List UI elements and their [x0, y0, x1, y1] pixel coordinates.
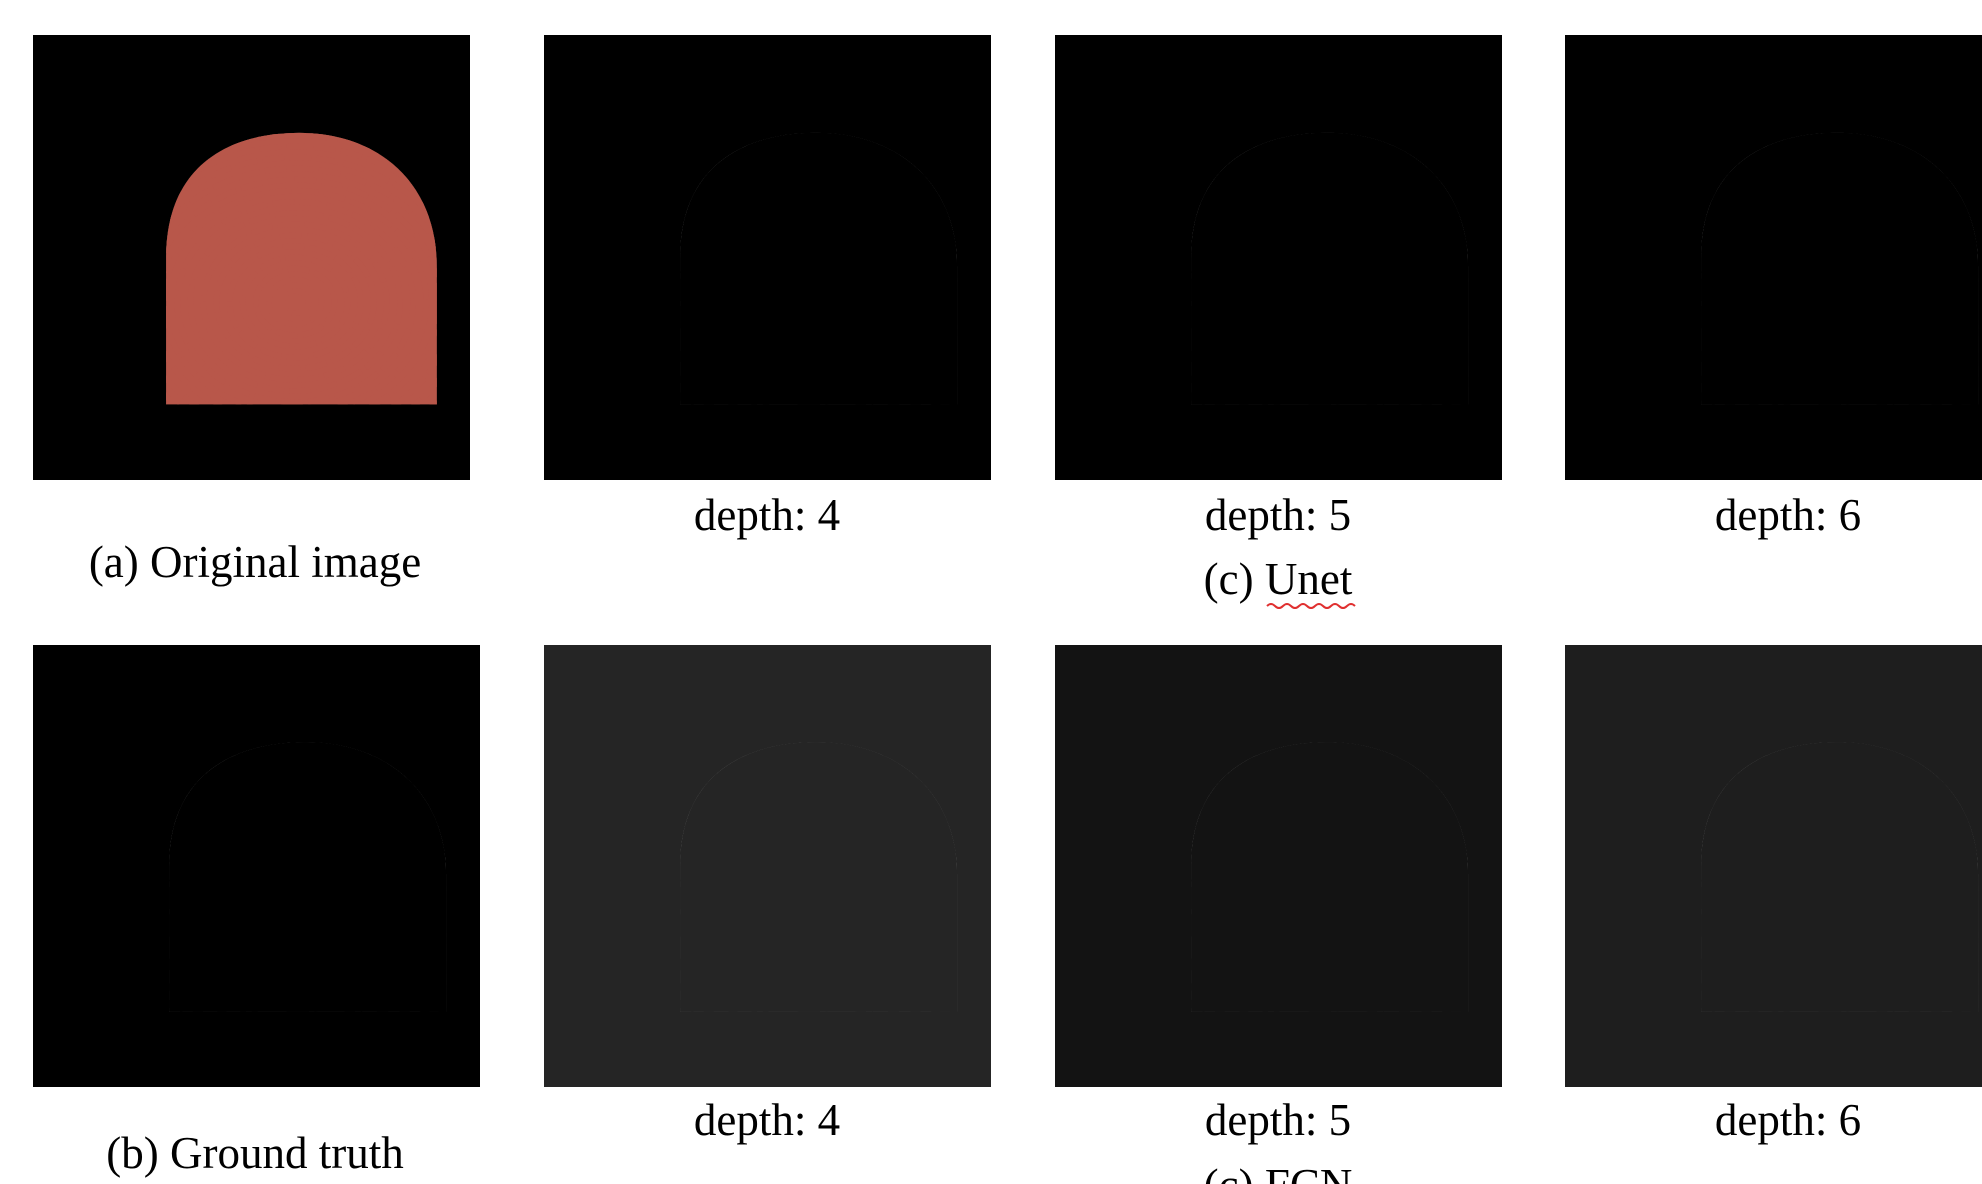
- panel-caption: (a) Original image: [89, 537, 421, 587]
- depth-caption: depth: 6: [1715, 1095, 1861, 1145]
- depth-caption: depth: 5: [1205, 490, 1351, 540]
- original-image: [33, 35, 492, 480]
- panel-caption: (b) Ground truth: [106, 1128, 403, 1178]
- unet-depth-5-image: [1055, 35, 1524, 480]
- fcn-depth-4-image: [544, 645, 1013, 1087]
- depth-caption: depth: 5: [1205, 1095, 1351, 1145]
- unet-depth-4-image: [544, 35, 1013, 480]
- figure: depth: 4 depth: 5 depth: 6 (a) Original …: [0, 0, 1982, 1184]
- fcn-depth-5-image: [1055, 645, 1524, 1087]
- unet-depth-6-image: [1565, 35, 1982, 480]
- group-caption: (c) FCN: [1204, 1160, 1353, 1184]
- depth-caption: depth: 4: [694, 1095, 840, 1145]
- fcn-depth-6-image: [1565, 645, 1982, 1087]
- depth-caption: depth: 4: [694, 490, 840, 540]
- spellcheck-underline: [1267, 604, 1355, 608]
- ground-truth-image: [33, 645, 502, 1087]
- page: {"rows": [ {"label": "(a) Original image…: [0, 0, 1982, 1184]
- depth-caption: depth: 6: [1715, 490, 1861, 540]
- group-caption: (c) Unet: [1204, 554, 1353, 604]
